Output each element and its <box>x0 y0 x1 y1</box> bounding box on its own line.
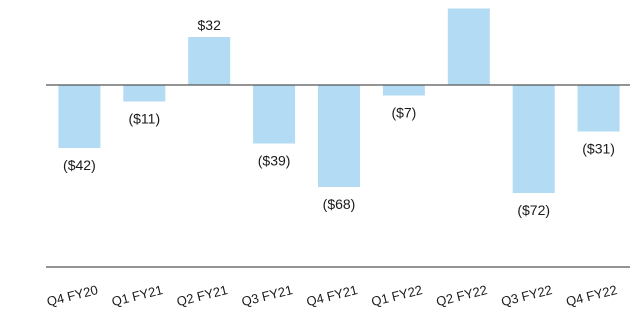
bar-q4-fy20 <box>58 85 101 148</box>
bar-q3-fy22 <box>512 85 555 193</box>
value-label: ($31) <box>582 141 615 157</box>
value-label: ($7) <box>391 105 416 121</box>
category-label: Q4 FY22 <box>564 282 618 309</box>
category-label: Q4 FY21 <box>305 282 359 309</box>
bar-q1-fy22 <box>382 85 425 96</box>
category-label: Q4 FY20 <box>45 282 99 309</box>
bar-q2-fy22 <box>447 8 490 85</box>
bar-q4-fy22 <box>577 85 620 132</box>
value-label: ($72) <box>517 202 550 218</box>
bars-group <box>58 8 620 193</box>
value-label: ($68) <box>323 196 356 212</box>
bar-q4-fy21 <box>318 85 360 187</box>
category-label: Q3 FY22 <box>500 282 554 309</box>
bar-q3-fy21 <box>253 85 296 144</box>
category-labels-group: Q4 FY20 Q1 FY21 Q2 FY21 Q3 FY21 Q4 FY21 Q1 FY… <box>45 282 618 309</box>
value-label: ($42) <box>63 157 96 173</box>
category-label: Q1 FY22 <box>370 282 424 309</box>
value-label: ($39) <box>258 153 291 169</box>
value-label: $32 <box>198 17 222 33</box>
value-labels-group: ($42) ($11) $32 ($39) ($68) ($7) ($72) ($31) <box>63 17 615 218</box>
category-label: Q3 FY21 <box>240 282 294 309</box>
category-label: Q1 FY21 <box>110 282 164 309</box>
category-label: Q2 FY21 <box>175 282 229 309</box>
value-label: ($11) <box>128 111 160 127</box>
bar-q1-fy21 <box>123 85 166 102</box>
category-label: Q2 FY22 <box>435 282 489 309</box>
bar-q2-fy21 <box>188 37 231 85</box>
